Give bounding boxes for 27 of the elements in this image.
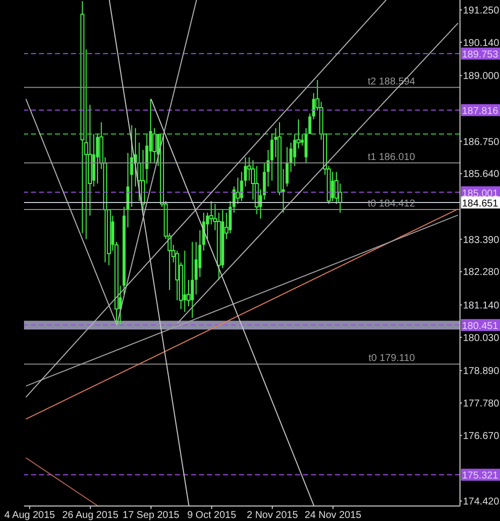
ref-line-label: 180.451 [462, 321, 499, 332]
x-tick-label: 9 Oct 2015 [187, 510, 237, 521]
ref-line-label: 185.001 [462, 188, 499, 200]
ref-line-label: t0 179.110 [368, 353, 416, 364]
x-tick-label: 24 Nov 2015 [304, 510, 362, 521]
x-tick-label: 26 Aug 2015 [62, 510, 119, 521]
y-tick-label: 185.640 [463, 169, 500, 180]
y-tick-label: 182.280 [463, 267, 500, 278]
y-tick-label: 180.030 [463, 332, 500, 344]
x-tick-label: 2 Nov 2015 [246, 510, 298, 521]
y-tick-label: 176.670 [463, 430, 500, 442]
ref-line-label: 187.816 [462, 106, 499, 118]
y-tick-label: 183.390 [463, 234, 500, 246]
y-tick-label: 174.420 [463, 496, 500, 508]
y-tick-label: 191.250 [463, 5, 500, 16]
y-tick-label: 181.140 [463, 300, 500, 312]
ref-line-label: 175.321 [462, 470, 499, 482]
y-tick-label: 177.780 [463, 398, 500, 410]
y-tick-label: 190.140 [463, 38, 500, 49]
y-tick-label: 178.890 [463, 366, 500, 378]
x-tick-label: 4 Aug 2015 [4, 510, 56, 521]
ref-line-label: 189.753 [462, 50, 499, 61]
y-tick-label: 186.750 [463, 136, 500, 148]
ref-line-label: 184.651 [462, 198, 499, 210]
y-tick-label: 189.000 [463, 71, 500, 82]
x-tick-label: 17 Sep 2015 [122, 510, 180, 521]
ref-line-label: t1 186.010 [368, 152, 416, 163]
